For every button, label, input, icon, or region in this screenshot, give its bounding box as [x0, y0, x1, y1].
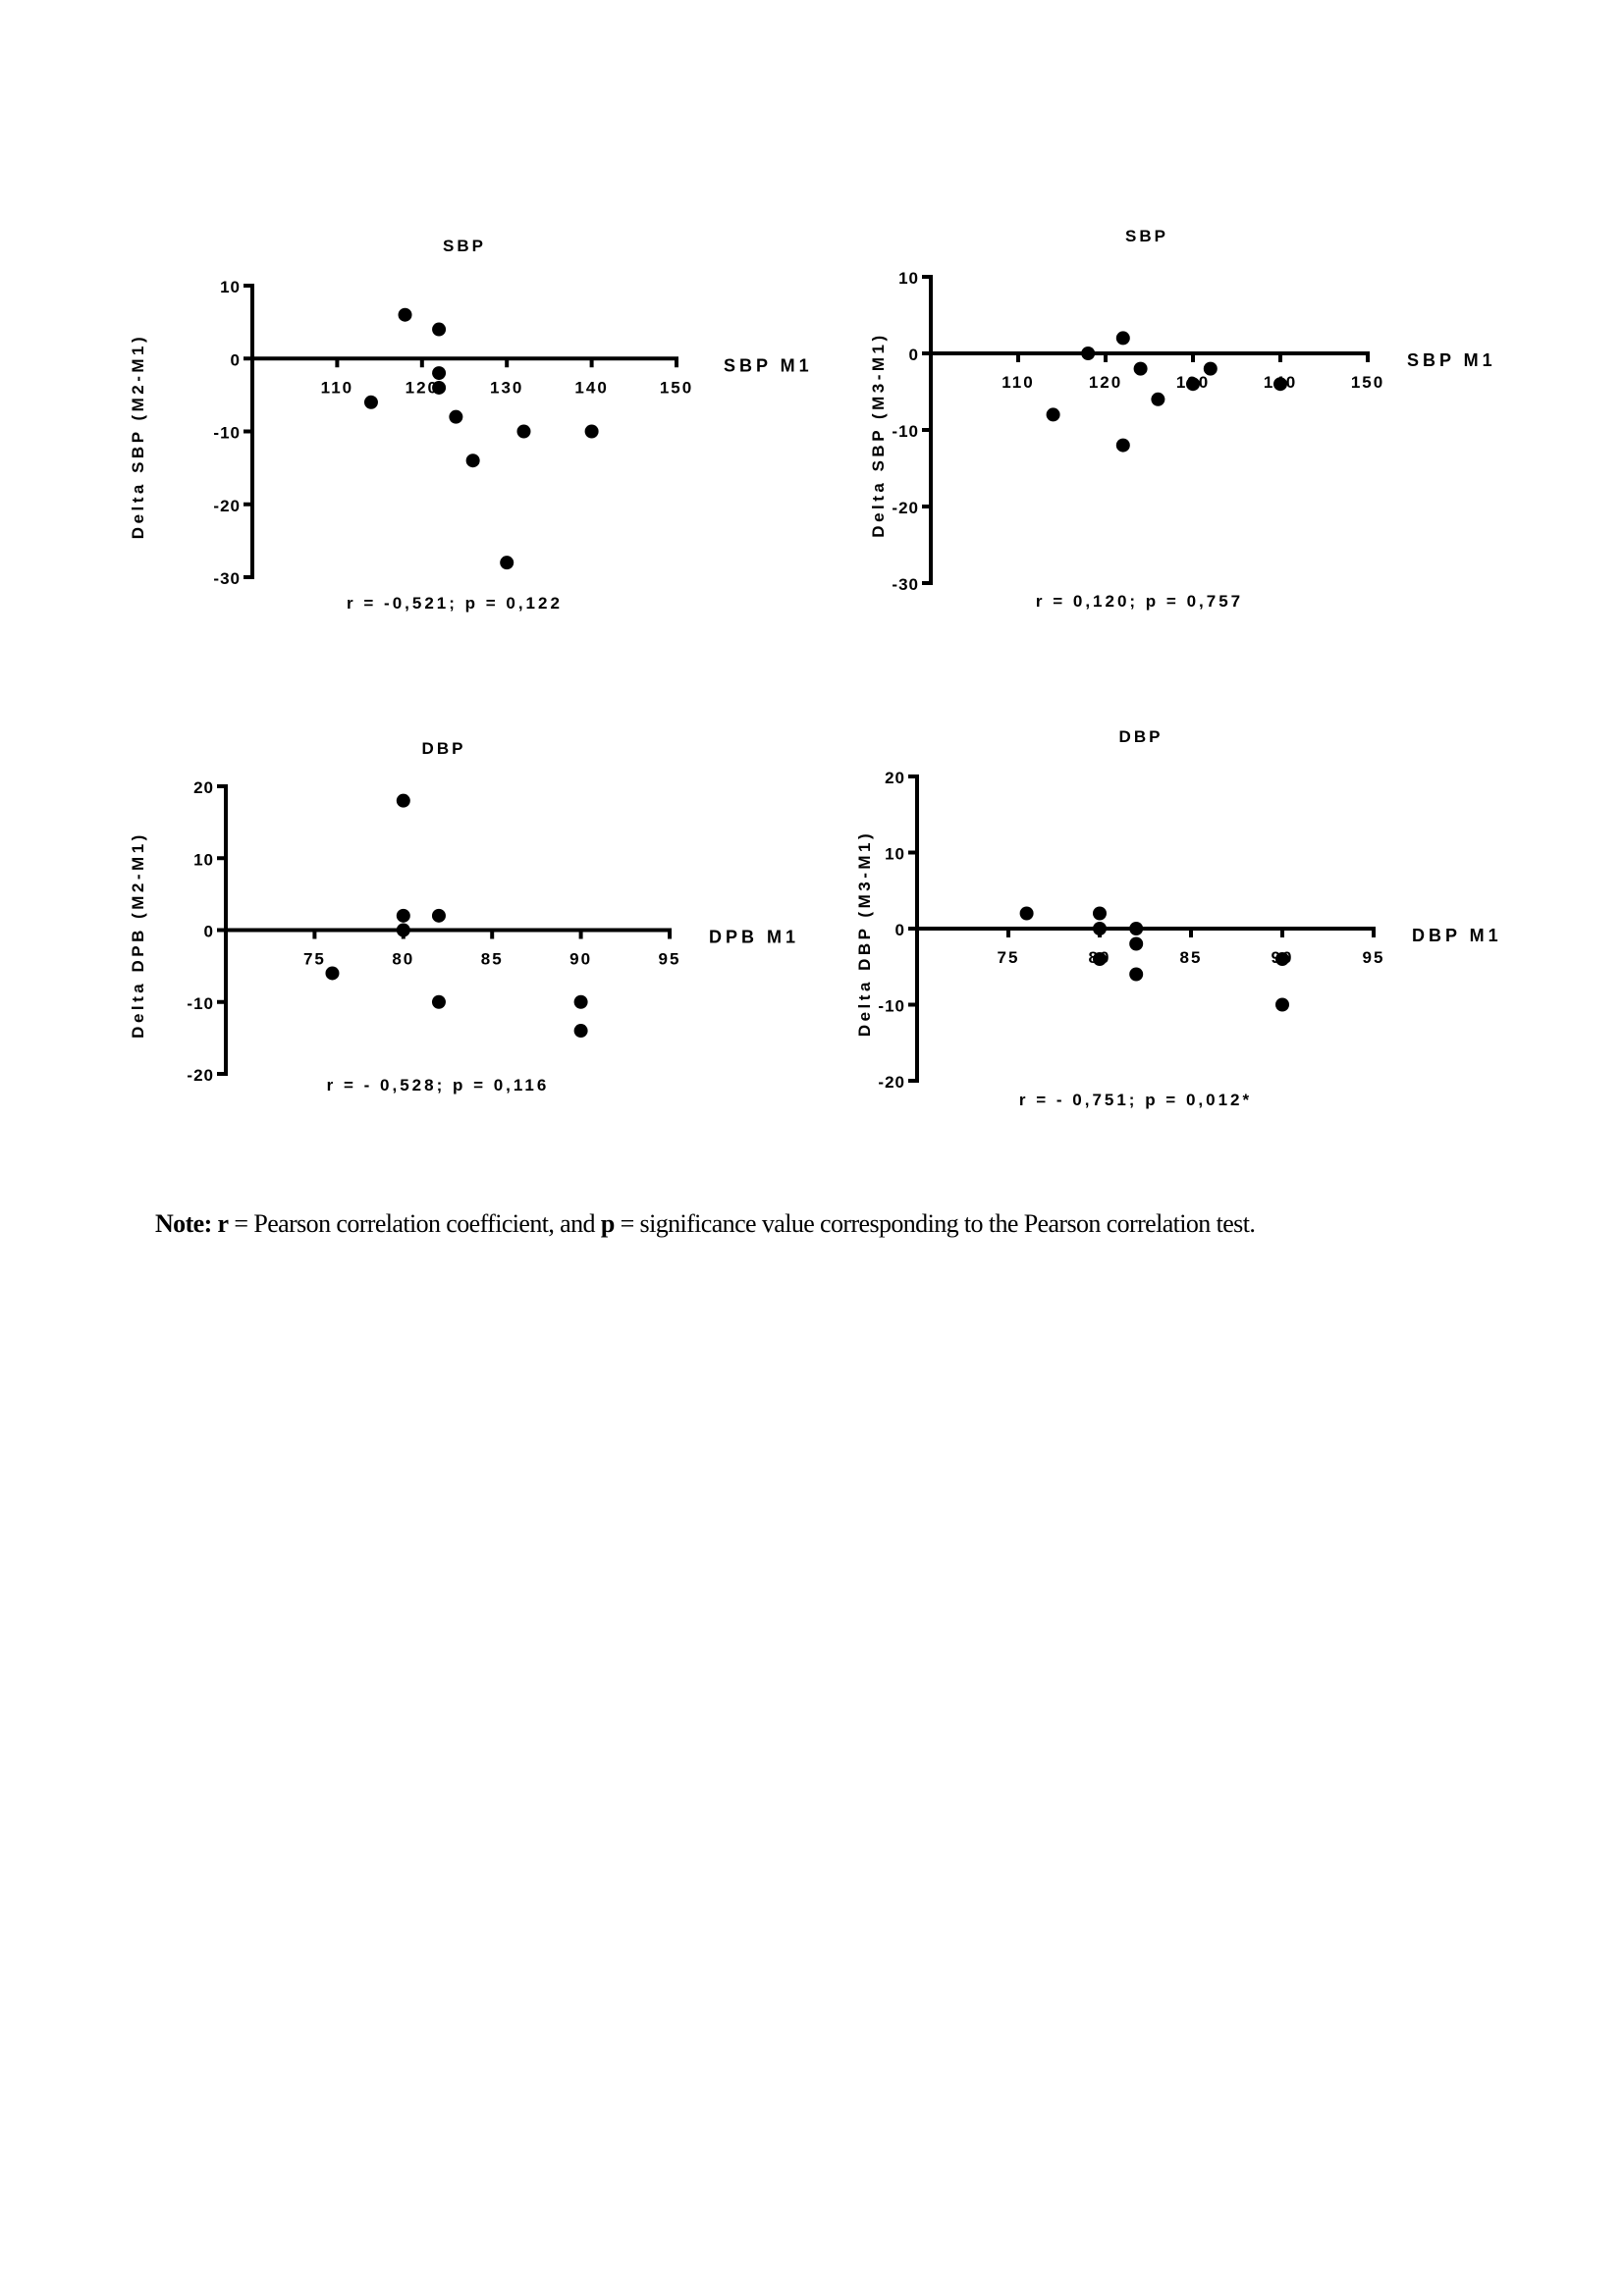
data-point	[516, 424, 531, 439]
data-point	[1081, 347, 1096, 360]
data-point	[431, 994, 446, 1009]
note-lead: Note:	[155, 1209, 212, 1238]
note-p-text: = significance value corresponding to th…	[614, 1209, 1256, 1238]
data-point	[432, 380, 447, 395]
y-tick-label: 10	[193, 850, 214, 869]
y-axis-label: Delta SBP (M2-M1)	[129, 334, 147, 539]
x-tick-label: 110	[1001, 373, 1034, 392]
data-point	[1093, 906, 1107, 921]
data-point	[1275, 952, 1289, 966]
data-point	[1129, 967, 1144, 982]
x-tick-label: 95	[1363, 948, 1385, 967]
y-axis-label: Delta DBP (M3-M1)	[855, 830, 874, 1037]
note-p-symbol: p	[600, 1209, 615, 1238]
y-tick-label: 20	[885, 769, 905, 787]
data-point	[1093, 922, 1107, 935]
chart-title: DBP	[422, 739, 466, 758]
x-tick-label: 90	[569, 950, 592, 969]
y-tick-label: -20	[878, 1073, 905, 1092]
data-point	[1115, 331, 1130, 346]
correlation-annotation: r = - 0,751; p = 0,012*	[1019, 1091, 1252, 1109]
data-point	[1186, 377, 1200, 392]
chart-title: SBP	[1125, 227, 1168, 245]
data-point	[1046, 407, 1060, 422]
x-tick-label: 85	[481, 950, 504, 969]
y-tick-label: -10	[878, 997, 905, 1016]
data-point	[431, 908, 446, 923]
data-point	[449, 409, 463, 424]
correlation-annotation: r = 0,120; p = 0,757	[1036, 592, 1243, 611]
chart-title: SBP	[443, 237, 486, 255]
data-point	[1129, 936, 1144, 951]
y-tick-label: -10	[187, 994, 214, 1013]
x-axis-label: DBP M1	[1412, 926, 1502, 945]
x-tick-label: 95	[659, 950, 681, 969]
x-tick-label: 150	[660, 378, 693, 397]
y-tick-label: 0	[204, 923, 214, 941]
data-point	[396, 793, 410, 808]
data-point	[1093, 952, 1107, 966]
data-point	[1129, 922, 1144, 935]
data-point	[1203, 361, 1218, 376]
y-tick-label: 10	[220, 278, 241, 296]
data-point	[1273, 377, 1287, 392]
y-tick-label: 0	[909, 346, 919, 364]
data-point	[396, 908, 410, 923]
data-point	[398, 307, 412, 322]
y-axis-label: Delta DPB (M2-M1)	[129, 831, 147, 1039]
data-point	[1115, 438, 1130, 453]
figure-canvas: SBP 10 0 -10 -20 -30 110 120 130 140 150 SBP M1 Delt…	[129, 227, 1502, 1109]
x-tick-label: 120	[1089, 373, 1122, 392]
y-tick-label: 0	[231, 350, 241, 369]
x-tick-label: 120	[406, 378, 439, 397]
y-tick-label: -10	[213, 424, 241, 443]
data-point	[325, 966, 340, 981]
x-tick-label: 75	[998, 948, 1020, 967]
x-tick-label: 150	[1351, 373, 1384, 392]
x-tick-label: 110	[321, 378, 353, 397]
data-point	[465, 454, 480, 468]
correlation-annotation: r = -0,521; p = 0,122	[347, 594, 563, 613]
y-tick-label: -10	[892, 422, 919, 441]
x-tick-label: 85	[1180, 948, 1203, 967]
note-r-symbol: r	[217, 1209, 230, 1238]
x-tick-label: 140	[574, 378, 608, 397]
data-point	[363, 395, 378, 409]
x-tick-label: 80	[392, 950, 414, 969]
y-tick-label: 0	[895, 921, 905, 939]
y-tick-label: 10	[885, 845, 905, 864]
y-axis-label: Delta SBP (M3-M1)	[869, 332, 888, 537]
correlation-annotation: r = - 0,528; p = 0,116	[327, 1076, 550, 1095]
x-tick-label: 130	[490, 378, 523, 397]
y-tick-label: 20	[193, 778, 214, 797]
data-point	[1019, 906, 1034, 921]
x-axis-label: SBP M1	[1407, 350, 1496, 370]
x-axis-label: DPB M1	[709, 928, 799, 947]
data-point	[396, 923, 410, 937]
data-point	[573, 1024, 588, 1039]
chart-title: DBP	[1119, 727, 1164, 746]
y-tick-label: -20	[187, 1066, 214, 1085]
y-tick-label: -30	[892, 575, 919, 594]
data-point	[432, 322, 447, 337]
data-point	[584, 424, 599, 439]
data-point	[500, 556, 514, 570]
note-r-text: = Pearson correlation coefficient, and	[228, 1209, 601, 1238]
y-tick-label: -20	[892, 499, 919, 517]
y-tick-label: 10	[898, 269, 919, 288]
data-point	[573, 994, 588, 1009]
figure-note: Note: r = Pearson correlation coefficien…	[155, 1209, 1530, 1239]
y-tick-label: -30	[213, 569, 241, 588]
scatter-chart-3: DBP 20 10 0 -10 -20 75 80 85 90 95 DPB M1 Delta DPB …	[129, 739, 799, 1095]
y-tick-label: -20	[213, 497, 241, 515]
x-axis-label: SBP M1	[724, 355, 813, 375]
data-point	[1275, 997, 1289, 1012]
data-point	[1151, 392, 1165, 406]
x-tick-label: 75	[303, 950, 326, 969]
data-point	[432, 366, 447, 381]
scatter-chart-1: SBP 10 0 -10 -20 -30 110 120 130 140 150 SBP M1 Delt…	[129, 237, 813, 613]
data-point	[1133, 361, 1148, 376]
